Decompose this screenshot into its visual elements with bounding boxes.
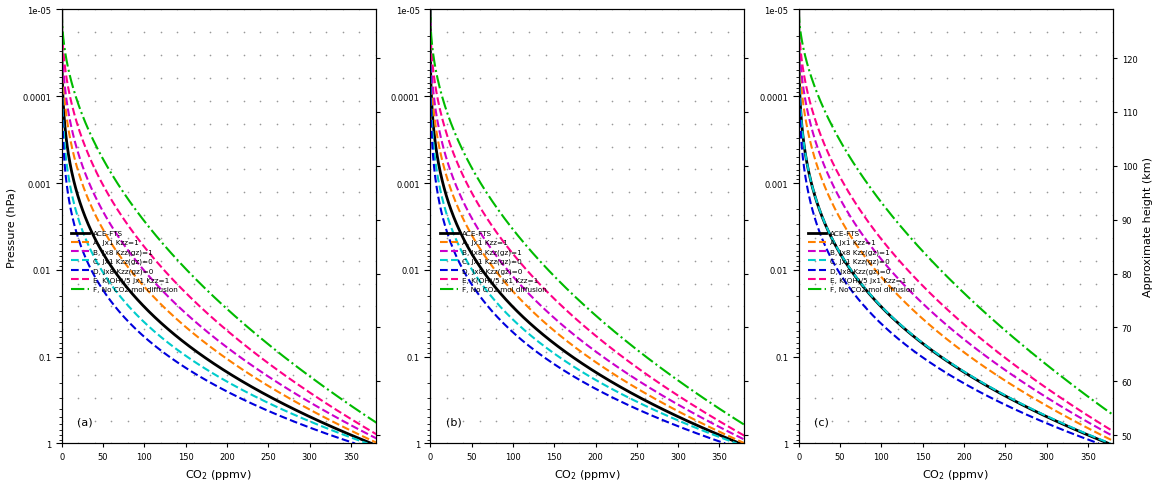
Legend: ACE-FTS, A, Jx1 Kzz=1, B, Jx8 Kzz(gz)=1, C, Jx1 Kzz(gz)=0, D, Jx8 Kzz(gz)=0, E, : ACE-FTS, A, Jx1 Kzz=1, B, Jx8 Kzz(gz)=1,… bbox=[68, 228, 181, 295]
Text: (b): (b) bbox=[445, 416, 462, 426]
X-axis label: CO$_2$ (ppmv): CO$_2$ (ppmv) bbox=[553, 467, 621, 481]
Text: (a): (a) bbox=[78, 416, 93, 426]
Legend: ACE-FTS, A, Jx1 Kzz=1, B, Jx8 Kzz(gz)=1, C, Jx1 Kzz(gz)=0, D, Jx8 Kzz(gz)=0, E, : ACE-FTS, A, Jx1 Kzz=1, B, Jx8 Kzz(gz)=1,… bbox=[805, 228, 918, 295]
X-axis label: CO$_2$ (ppmv): CO$_2$ (ppmv) bbox=[922, 467, 989, 481]
Legend: ACE-FTS, A, Jx1 Kzz=1, B, Jx8 Kzz(gz)=1, C, Jx1 Kzz(gz)=0, D, Jx8 Kzz(gz)=0, E, : ACE-FTS, A, Jx1 Kzz=1, B, Jx8 Kzz(gz)=1,… bbox=[437, 228, 549, 295]
Y-axis label: Approximate height (km): Approximate height (km) bbox=[1143, 157, 1153, 297]
Y-axis label: Pressure (hPa): Pressure (hPa) bbox=[7, 187, 17, 267]
X-axis label: CO$_2$ (ppmv): CO$_2$ (ppmv) bbox=[186, 467, 252, 481]
Text: (c): (c) bbox=[814, 416, 829, 426]
